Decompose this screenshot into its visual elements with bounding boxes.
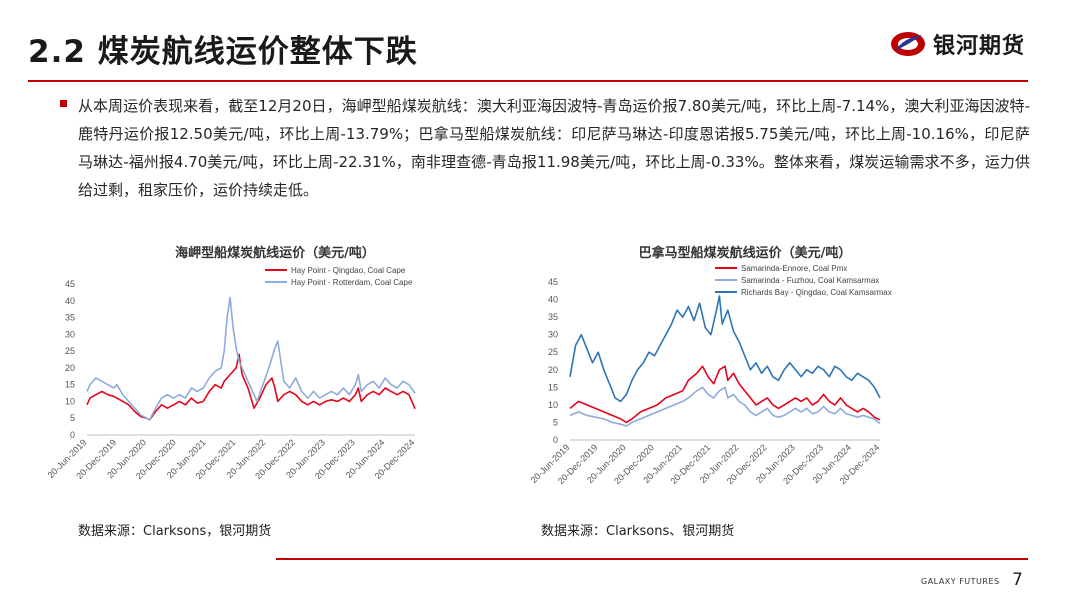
series-line-1 [86,296,416,421]
y-tick-label: 0 [70,430,75,440]
footer-divider [276,558,1028,560]
y-tick-label: 35 [548,312,558,322]
title-divider [28,80,1028,82]
y-tick-label: 20 [548,365,558,375]
legend-entry: Samarinda - Fuzhou, Coal Kamsarmax [741,276,879,285]
chart-title-panamax: 巴拿马型船煤炭航线运价（美元/吨） [638,246,852,261]
series-line-0 [86,353,416,421]
y-tick-label: 5 [70,413,75,423]
page-title: 2.2 煤炭航线运价整体下跌 [28,34,418,70]
data-source-capesize: 数据来源：Clarksons，银河期货 [78,524,272,539]
legend-entry: Samarinda-Ennore, Coal Pmx [741,264,847,273]
y-tick-label: 20 [65,363,75,373]
galaxy-logo-icon [890,32,925,56]
series-line-0 [569,365,881,424]
chart-title-capesize: 海岬型船煤炭航线运价（美元/吨） [175,246,375,261]
y-tick-label: 40 [65,296,75,306]
panamax-chart: 05101520253035404520-Jun-201920-Dec-2019… [530,264,892,486]
capesize-chart: 05101520253035404520-Jun-201920-Dec-2019… [46,266,417,481]
y-tick-label: 30 [65,329,75,339]
footer-brand: GALAXY FUTURES [921,577,1000,586]
y-tick-label: 45 [65,279,75,289]
y-tick-label: 45 [548,277,558,287]
bullet-marker [60,100,67,107]
y-tick-label: 35 [65,313,75,323]
y-tick-label: 10 [65,396,75,406]
y-tick-label: 5 [553,417,558,427]
brand-logo: 银河期货 [889,28,1025,60]
legend-entry: Hay Point - Rotterdam, Coal Cape [291,278,413,287]
series-line-2 [569,295,881,403]
y-tick-label: 25 [548,347,558,357]
y-tick-label: 10 [548,400,558,410]
y-tick-label: 25 [65,346,75,356]
logo-text: 银河期货 [932,34,1025,59]
summary-paragraph: 从本周运价表现来看，截至12月20日，海岬型船煤炭航线：澳大利亚海因波特-青岛运… [78,97,1030,199]
y-tick-label: 15 [65,380,75,390]
series-line-1 [569,386,881,427]
data-source-panamax: 数据来源：Clarksons、银河期货 [541,524,735,539]
y-tick-label: 30 [548,330,558,340]
y-tick-label: 15 [548,382,558,392]
y-tick-label: 40 [548,295,558,305]
legend-entry: Richards Bay - Qingdao, Coal Kamsarmax [741,288,892,297]
legend-entry: Hay Point - Qingdao, Coal Cape [291,266,406,275]
y-tick-label: 0 [553,435,558,445]
page-number: 7 [1012,570,1023,590]
